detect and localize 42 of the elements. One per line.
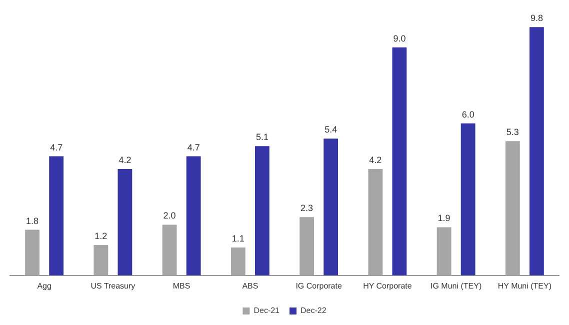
bar [230,248,246,276]
x-tick-label: HY Corporate [363,281,412,290]
x-tick-label: IG Muni (TEY) [430,281,482,290]
data-label: 1.8 [26,216,39,226]
bar [118,168,132,276]
data-label: 4.2 [369,154,382,165]
x-tick-label: IG Corporate [296,281,342,290]
bar [94,244,108,276]
data-label: 4.7 [50,142,63,152]
legend-label: Dec-21 [254,306,280,316]
x-tick-label: Agg [37,281,52,290]
data-label: 4.2 [118,154,132,165]
bar [162,224,177,276]
data-label: 6.0 [462,109,474,120]
bar [186,156,201,276]
x-tick-label: ABS [242,281,258,290]
bar [25,230,40,276]
bar [49,156,64,276]
x-tick-label: HY Muni (TEY) [498,281,552,290]
data-label: 5.4 [324,124,338,135]
x-tick-label: US Treasury [90,281,136,290]
bar [368,168,383,276]
data-label: 9.0 [393,33,406,44]
bar [300,217,314,276]
bar [254,146,270,276]
bar [436,227,452,276]
data-label: 2.3 [300,203,314,214]
bar [460,123,476,276]
legend-label: Dec-22 [300,306,327,316]
bar [392,47,407,276]
data-label: 1.2 [94,230,108,241]
data-label: 1.9 [438,213,450,224]
bar [505,141,520,276]
data-label: 9.8 [530,13,543,24]
data-label: 1.1 [232,234,244,244]
data-label: 4.7 [187,142,200,152]
data-label: 2.0 [163,210,176,221]
bar [324,138,338,276]
x-tick-label: MBS [172,281,190,290]
data-label: 5.1 [256,132,268,142]
data-label: 5.3 [506,127,519,138]
bar [529,27,544,276]
